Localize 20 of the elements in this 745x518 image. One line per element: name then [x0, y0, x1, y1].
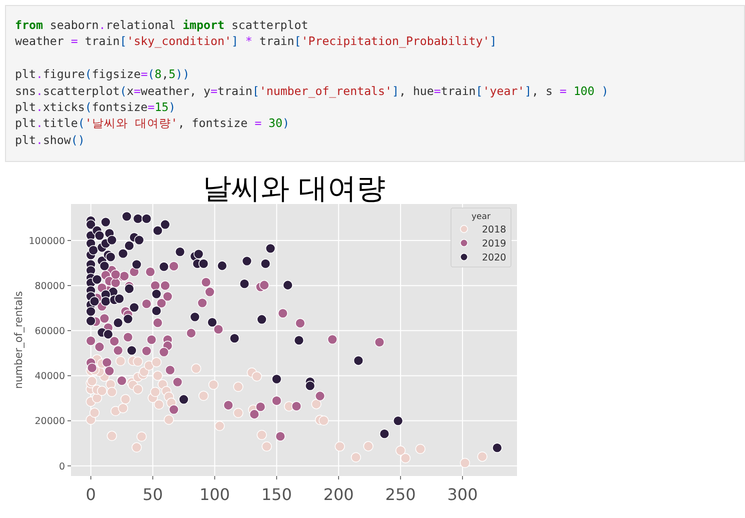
- x-tick-label: 250: [385, 485, 416, 504]
- x-tick-label: 300: [447, 485, 478, 504]
- y-tick-label: 40000: [34, 371, 65, 382]
- x-tick-label: 100: [199, 485, 230, 504]
- x-tick-label: 0: [86, 485, 96, 504]
- y-tick-label: 0: [58, 461, 65, 472]
- x-tick-label: 200: [323, 485, 354, 504]
- x-tick-label: 50: [142, 485, 163, 504]
- y-tick-label: 100000: [28, 236, 65, 247]
- y-axis-title: number_of_rentals: [13, 291, 25, 389]
- legend-label: 2020: [482, 252, 506, 264]
- legend-label: 2018: [482, 224, 506, 236]
- text: from seaborn.relational import scatterplot weather = train['sky_condition'] * train['Precipitation_Probability'] plt.figure(figsize=(8,5)) sns.scatterplot(x=weather, y=train['number_of_rentals'], hue=train['year'], s = 100 ) plt.xticks(fontsize=15) plt.title('날씨와 대여량', fontsize = 30) plt.show(): [15, 18, 608, 147]
- legend-label: 2019: [482, 238, 506, 250]
- chart-title: 날씨와 대여량: [202, 171, 386, 205]
- y-tick-label: 80000: [34, 280, 65, 292]
- y-tick-label: 20000: [34, 416, 65, 428]
- x-tick-label: 150: [261, 485, 292, 504]
- legend-title: year: [472, 212, 491, 222]
- y-tick-label: 60000: [34, 326, 65, 338]
